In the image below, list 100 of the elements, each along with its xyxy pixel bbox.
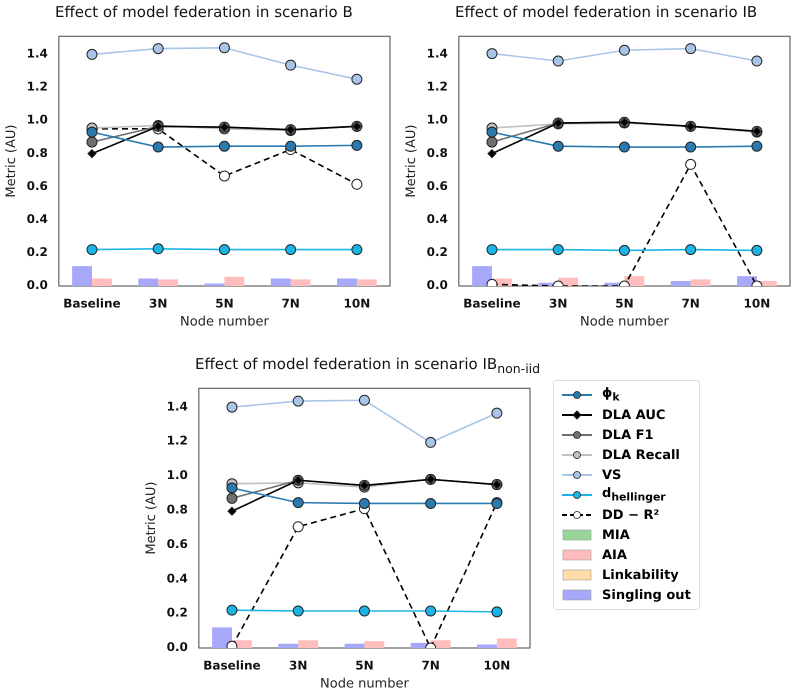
point: [552, 56, 564, 67]
point: [486, 48, 498, 60]
x-axis-title: Node number: [320, 676, 410, 692]
point: [285, 244, 296, 256]
point: [487, 149, 496, 158]
bar: [72, 266, 92, 286]
x-tick-label: 5N: [615, 296, 634, 310]
point: [491, 606, 502, 618]
point: [152, 43, 164, 54]
point: [351, 74, 362, 85]
bar: [472, 266, 492, 286]
point: [358, 394, 370, 406]
x-tick-label: 10N: [484, 658, 510, 672]
point: [351, 178, 362, 190]
point: [292, 396, 304, 407]
y-tick-label: 1.0: [166, 468, 188, 482]
x-axis-title: Node number: [180, 314, 270, 330]
point: [218, 170, 230, 182]
point: [358, 498, 370, 509]
point: [425, 436, 436, 448]
x-tick-label: Baseline: [203, 658, 261, 672]
bar: [690, 279, 711, 286]
bar: [290, 279, 311, 286]
point: [552, 140, 564, 152]
point: [86, 48, 98, 60]
point: [285, 60, 296, 71]
y-tick-label: 0.2: [426, 245, 448, 260]
y-tick-label: 0.8: [426, 146, 448, 160]
y-tick-label: 0.2: [166, 606, 188, 620]
point: [618, 142, 630, 153]
x-tick-label: Baseline: [63, 296, 121, 310]
point: [86, 136, 98, 148]
legend-label: ϕ$_{k}$: [602, 386, 620, 404]
x-tick-label: 3N: [548, 296, 568, 310]
point: [86, 244, 98, 256]
point: [218, 140, 230, 152]
point: [358, 606, 370, 617]
point: [552, 244, 564, 256]
x-tick-label: 5N: [355, 658, 374, 672]
point: [218, 244, 230, 256]
x-tick-label: 5N: [215, 296, 234, 310]
legend-label: AIA: [602, 548, 627, 562]
bar: [278, 644, 298, 648]
y-tick-label: 1.2: [426, 80, 448, 94]
y-axis-title: Metric (AU): [144, 482, 160, 555]
point: [351, 244, 362, 256]
y-tick-label: 0.0: [166, 640, 188, 654]
point: [292, 606, 304, 617]
y-tick-label: 1.2: [26, 80, 48, 94]
y-tick-label: 1.0: [426, 112, 448, 127]
bar: [158, 279, 178, 286]
point: [618, 244, 630, 256]
bar: [212, 627, 232, 648]
legend-label: Linkability: [602, 568, 679, 582]
bar: [298, 640, 318, 648]
y-tick-label: 0.8: [166, 502, 188, 516]
point: [491, 408, 502, 419]
point: [226, 402, 238, 413]
y-tick-label: 0.4: [166, 571, 188, 586]
y-tick-label: 1.4: [426, 46, 448, 61]
x-tick-label: 7N: [421, 658, 440, 672]
legend-label: DLA F1: [602, 428, 654, 442]
y-tick-label: 1.0: [26, 112, 48, 127]
bar: [344, 644, 364, 648]
point: [486, 126, 498, 138]
x-tick-label: 10N: [744, 296, 770, 310]
bar: [337, 278, 357, 286]
x-tick-label: 3N: [148, 296, 168, 310]
point: [486, 244, 498, 256]
point: [685, 142, 696, 153]
point: [751, 56, 762, 67]
x-tick-label: 7N: [681, 296, 700, 310]
point: [685, 244, 696, 256]
y-tick-label: 0.4: [26, 212, 48, 226]
bar: [356, 279, 377, 286]
chart-title: Effect of model federation in scenario IB$_{non-iid}$: [195, 355, 540, 376]
point: [86, 126, 98, 138]
legend-label: Singling out: [602, 588, 691, 602]
y-tick-label: 0.6: [26, 178, 48, 193]
point: [685, 43, 696, 54]
point: [218, 42, 230, 54]
point: [751, 140, 762, 152]
point: [87, 149, 96, 158]
point: [751, 244, 762, 256]
bar: [670, 281, 691, 286]
point: [618, 44, 630, 56]
y-axis-title: Metric (AU): [404, 124, 420, 198]
bar: [364, 641, 384, 648]
bar: [92, 278, 112, 286]
bar: [496, 638, 517, 648]
legend-label: DLA AUC: [602, 408, 666, 422]
bar: [224, 276, 244, 286]
point: [226, 492, 238, 504]
chart-title: Effect of model federation in scenario IB: [455, 3, 758, 21]
y-tick-label: 1.4: [26, 46, 48, 61]
point: [285, 140, 296, 152]
y-tick-label: 0.6: [426, 178, 448, 193]
legend-label: MIA: [602, 528, 630, 542]
chart-title: Effect of model federation in scenario B: [55, 3, 353, 21]
legend-label: d$_{hellinger}$: [602, 486, 666, 504]
